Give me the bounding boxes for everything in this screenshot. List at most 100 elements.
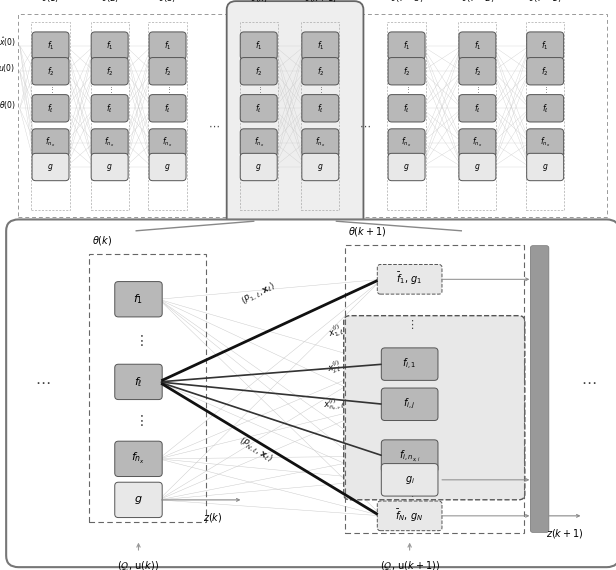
Text: $f_2$: $f_2$ bbox=[474, 65, 481, 78]
FancyBboxPatch shape bbox=[240, 129, 277, 156]
FancyBboxPatch shape bbox=[459, 95, 496, 122]
FancyBboxPatch shape bbox=[302, 129, 339, 156]
Text: $g$: $g$ bbox=[542, 161, 548, 173]
FancyBboxPatch shape bbox=[527, 58, 564, 85]
Text: $\theta(1)$: $\theta(1)$ bbox=[41, 0, 60, 4]
FancyBboxPatch shape bbox=[381, 440, 438, 473]
Text: $\theta(3)$: $\theta(3)$ bbox=[158, 0, 177, 4]
Text: $g$: $g$ bbox=[474, 161, 480, 173]
Text: $f_\ell$: $f_\ell$ bbox=[256, 102, 262, 115]
Text: $\theta(k+1)$: $\theta(k+1)$ bbox=[304, 0, 337, 4]
Text: $f_2$: $f_2$ bbox=[255, 65, 262, 78]
FancyBboxPatch shape bbox=[240, 58, 277, 85]
Bar bbox=[148, 22, 187, 210]
FancyBboxPatch shape bbox=[240, 153, 277, 181]
FancyBboxPatch shape bbox=[149, 153, 186, 181]
Bar bbox=[31, 22, 70, 210]
Text: $g_i$: $g_i$ bbox=[405, 474, 415, 486]
FancyBboxPatch shape bbox=[115, 482, 162, 518]
FancyBboxPatch shape bbox=[302, 95, 339, 122]
Text: $x_{j,\ell}^{(i)}$: $x_{j,\ell}^{(i)}$ bbox=[326, 359, 343, 377]
Text: $f_2$: $f_2$ bbox=[403, 65, 410, 78]
FancyBboxPatch shape bbox=[149, 129, 186, 156]
Text: $f_\ell$: $f_\ell$ bbox=[164, 102, 171, 115]
Text: $f_{i,1}$: $f_{i,1}$ bbox=[402, 357, 417, 372]
FancyBboxPatch shape bbox=[32, 153, 69, 181]
FancyBboxPatch shape bbox=[344, 316, 525, 500]
Text: $\cdots$: $\cdots$ bbox=[208, 120, 221, 131]
FancyBboxPatch shape bbox=[91, 129, 128, 156]
Text: $f_1$: $f_1$ bbox=[47, 39, 54, 52]
FancyBboxPatch shape bbox=[377, 264, 442, 294]
Text: $f_\ell$: $f_\ell$ bbox=[107, 102, 113, 115]
Bar bbox=[458, 22, 496, 210]
Bar bbox=[240, 22, 278, 210]
FancyBboxPatch shape bbox=[32, 129, 69, 156]
Text: $f_\ell$: $f_\ell$ bbox=[474, 102, 480, 115]
Text: $\theta(T-3)$: $\theta(T-3)$ bbox=[390, 0, 423, 4]
Text: $g$: $g$ bbox=[256, 161, 262, 173]
FancyBboxPatch shape bbox=[240, 95, 277, 122]
Text: $\theta(k)$: $\theta(k)$ bbox=[250, 0, 267, 4]
Text: $f_{n_x}$: $f_{n_x}$ bbox=[163, 136, 172, 149]
Text: $\vdots$: $\vdots$ bbox=[317, 85, 323, 95]
Text: $f_{n_x}$: $f_{n_x}$ bbox=[540, 136, 550, 149]
FancyBboxPatch shape bbox=[388, 153, 425, 181]
Text: $z(k+1)$: $z(k+1)$ bbox=[546, 527, 584, 540]
FancyBboxPatch shape bbox=[381, 463, 438, 496]
Text: $\bar{f}_1,\,g_1$: $\bar{f}_1,\,g_1$ bbox=[396, 271, 423, 287]
FancyBboxPatch shape bbox=[115, 364, 162, 400]
FancyBboxPatch shape bbox=[149, 95, 186, 122]
Text: $f_1$: $f_1$ bbox=[255, 39, 262, 52]
Text: $\hat{x}(0)$: $\hat{x}(0)$ bbox=[0, 36, 15, 50]
Text: $f_\ell$: $f_\ell$ bbox=[134, 375, 143, 389]
Text: $\vdots$: $\vdots$ bbox=[474, 85, 480, 95]
Text: $u(0)$: $u(0)$ bbox=[0, 62, 15, 75]
FancyBboxPatch shape bbox=[149, 32, 186, 59]
Text: $\vdots$: $\vdots$ bbox=[405, 486, 414, 499]
FancyBboxPatch shape bbox=[91, 32, 128, 59]
Text: $\vdots$: $\vdots$ bbox=[107, 85, 113, 95]
Text: $f_{n_x}$: $f_{n_x}$ bbox=[315, 136, 325, 149]
Text: $f_2$: $f_2$ bbox=[317, 65, 324, 78]
Text: $f_{n_x}$: $f_{n_x}$ bbox=[402, 136, 411, 149]
Bar bbox=[89, 254, 206, 522]
Text: $x_{n_{x,i},\ell}^{(i)}$: $x_{n_{x,i},\ell}^{(i)}$ bbox=[323, 396, 346, 413]
FancyBboxPatch shape bbox=[527, 95, 564, 122]
FancyBboxPatch shape bbox=[381, 348, 438, 380]
Text: $\theta(k+1)$: $\theta(k+1)$ bbox=[348, 225, 387, 238]
Text: $\vdots$: $\vdots$ bbox=[256, 85, 262, 95]
Text: $\vdots$: $\vdots$ bbox=[405, 318, 414, 331]
Text: $f_1$: $f_1$ bbox=[403, 39, 410, 52]
Text: $f_\ell$: $f_\ell$ bbox=[47, 102, 54, 115]
FancyBboxPatch shape bbox=[32, 58, 69, 85]
Text: $g$: $g$ bbox=[47, 161, 54, 173]
FancyBboxPatch shape bbox=[91, 58, 128, 85]
FancyBboxPatch shape bbox=[302, 32, 339, 59]
Text: $(\mathcal{Q},\,\mathrm{u}(k+1))$: $(\mathcal{Q},\,\mathrm{u}(k+1))$ bbox=[379, 559, 440, 570]
Text: $f_{i,n_{x,i}}$: $f_{i,n_{x,i}}$ bbox=[399, 449, 421, 463]
FancyBboxPatch shape bbox=[527, 32, 564, 59]
FancyBboxPatch shape bbox=[388, 95, 425, 122]
Text: $f_2$: $f_2$ bbox=[164, 65, 171, 78]
Text: $g$: $g$ bbox=[403, 161, 410, 173]
FancyBboxPatch shape bbox=[530, 246, 549, 532]
FancyBboxPatch shape bbox=[527, 129, 564, 156]
Text: $\vdots$: $\vdots$ bbox=[134, 333, 144, 348]
Text: $f_{n_x}$: $f_{n_x}$ bbox=[131, 451, 145, 466]
FancyBboxPatch shape bbox=[459, 58, 496, 85]
Bar bbox=[91, 22, 129, 210]
FancyBboxPatch shape bbox=[91, 95, 128, 122]
Text: $g$: $g$ bbox=[317, 161, 323, 173]
Text: $f_{n_x}$: $f_{n_x}$ bbox=[46, 136, 55, 149]
Text: $\vdots$: $\vdots$ bbox=[164, 85, 171, 95]
FancyBboxPatch shape bbox=[527, 153, 564, 181]
Text: $\theta(T-1)$: $\theta(T-1)$ bbox=[529, 0, 562, 4]
Text: $g$: $g$ bbox=[164, 161, 171, 173]
Text: $f_\ell$: $f_\ell$ bbox=[403, 102, 410, 115]
Text: $f_{n_x}$: $f_{n_x}$ bbox=[254, 136, 264, 149]
FancyBboxPatch shape bbox=[302, 153, 339, 181]
Text: $\bar{f}_N,\,g_N$: $\bar{f}_N,\,g_N$ bbox=[395, 508, 424, 524]
FancyBboxPatch shape bbox=[459, 32, 496, 59]
Text: $\vdots$: $\vdots$ bbox=[403, 85, 410, 95]
